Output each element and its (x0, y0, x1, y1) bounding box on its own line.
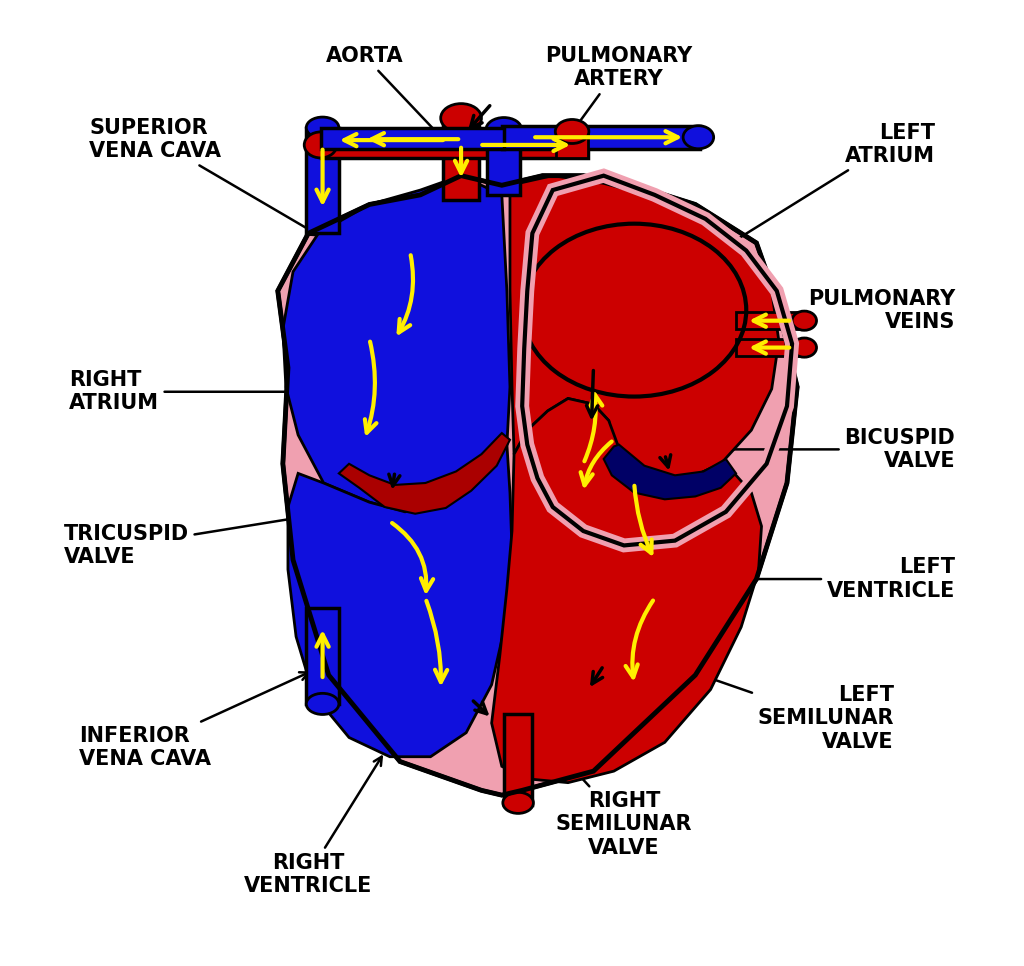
Ellipse shape (440, 103, 481, 132)
Polygon shape (442, 113, 479, 200)
Polygon shape (321, 128, 504, 149)
Text: LEFT
ATRIUM: LEFT ATRIUM (706, 123, 935, 259)
Polygon shape (339, 433, 510, 514)
Text: RIGHT
SEMILUNAR
VALVE: RIGHT SEMILUNAR VALVE (531, 723, 692, 858)
Polygon shape (504, 714, 532, 805)
Ellipse shape (793, 338, 816, 357)
Text: SUPERIOR
VENA CAVA: SUPERIOR VENA CAVA (89, 118, 318, 236)
Text: TRICUSPID
VALVE: TRICUSPID VALVE (63, 505, 358, 567)
Polygon shape (486, 128, 520, 195)
Text: AORTA: AORTA (326, 46, 442, 138)
Ellipse shape (306, 117, 339, 138)
Polygon shape (736, 339, 807, 356)
Ellipse shape (304, 132, 337, 157)
Ellipse shape (555, 120, 589, 144)
Polygon shape (278, 176, 797, 795)
Polygon shape (306, 128, 339, 233)
Polygon shape (502, 126, 700, 149)
Text: BICUSPID
VALVE: BICUSPID VALVE (706, 428, 955, 471)
Polygon shape (306, 608, 339, 704)
Text: RIGHT
ATRIUM: RIGHT ATRIUM (69, 370, 318, 413)
Text: PULMONARY
VEINS: PULMONARY VEINS (741, 289, 955, 336)
Ellipse shape (306, 694, 339, 715)
Text: LEFT
VENTRICLE: LEFT VENTRICLE (731, 557, 955, 601)
Ellipse shape (503, 792, 534, 813)
Polygon shape (510, 176, 779, 478)
Text: PULMONARY
ARTERY: PULMONARY ARTERY (546, 46, 692, 147)
Polygon shape (492, 399, 762, 782)
Polygon shape (556, 129, 589, 158)
Polygon shape (283, 176, 510, 512)
Polygon shape (604, 444, 736, 499)
Ellipse shape (793, 311, 816, 330)
Polygon shape (288, 444, 512, 756)
Polygon shape (736, 312, 807, 329)
Polygon shape (321, 132, 461, 158)
Text: INFERIOR
VENA CAVA: INFERIOR VENA CAVA (79, 672, 308, 769)
Ellipse shape (683, 126, 714, 149)
Polygon shape (461, 132, 589, 158)
Text: RIGHT
VENTRICLE: RIGHT VENTRICLE (244, 756, 382, 896)
Text: LEFT
SEMILUNAR
VALVE: LEFT SEMILUNAR VALVE (665, 662, 894, 752)
Ellipse shape (486, 118, 521, 142)
